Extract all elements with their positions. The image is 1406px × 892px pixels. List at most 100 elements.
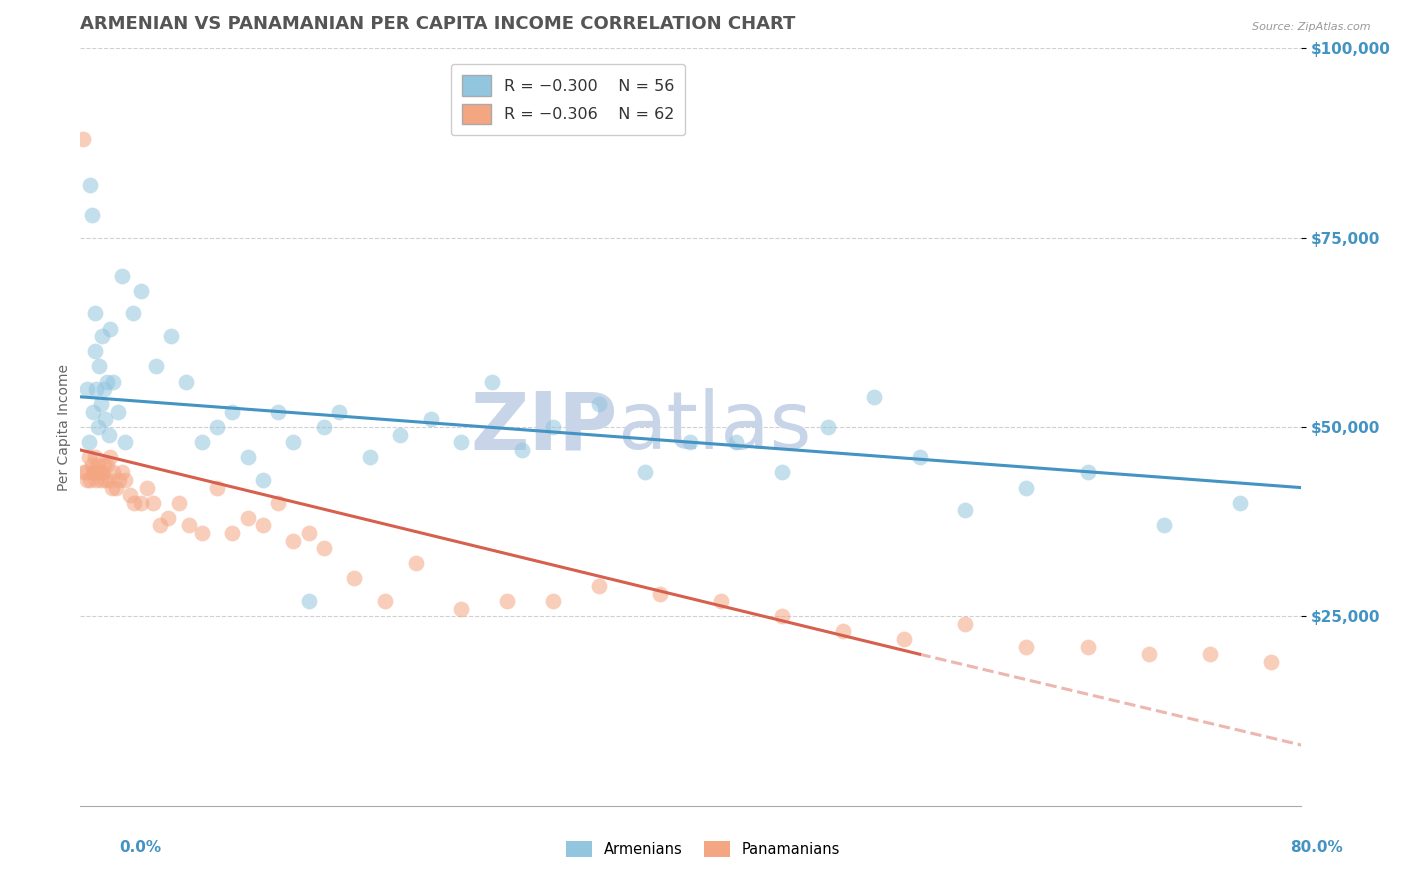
- Text: 80.0%: 80.0%: [1289, 840, 1343, 855]
- Point: [1260, 655, 1282, 669]
- Point: [101, 466, 124, 480]
- Point: [114, 473, 136, 487]
- Point: [129, 284, 152, 298]
- Point: [97, 473, 120, 487]
- Point: [205, 481, 228, 495]
- Point: [86, 473, 108, 487]
- Point: [1137, 647, 1160, 661]
- Point: [419, 412, 441, 426]
- Point: [101, 375, 124, 389]
- Point: [955, 616, 977, 631]
- Point: [450, 601, 472, 615]
- Point: [91, 329, 114, 343]
- Point: [267, 496, 290, 510]
- Point: [908, 450, 931, 465]
- Point: [94, 412, 117, 426]
- Point: [82, 405, 104, 419]
- Point: [89, 466, 111, 480]
- Point: [157, 511, 180, 525]
- Point: [72, 132, 94, 146]
- Point: [122, 306, 145, 320]
- Point: [1015, 640, 1038, 654]
- Point: [450, 435, 472, 450]
- Point: [1015, 481, 1038, 495]
- Point: [359, 450, 381, 465]
- Point: [481, 375, 503, 389]
- Point: [97, 427, 120, 442]
- Point: [108, 473, 131, 487]
- Point: [298, 526, 321, 541]
- Point: [145, 359, 167, 374]
- Point: [252, 473, 274, 487]
- Point: [167, 496, 190, 510]
- Point: [588, 397, 610, 411]
- Point: [221, 526, 243, 541]
- Point: [79, 473, 101, 487]
- Point: [496, 594, 519, 608]
- Point: [83, 344, 105, 359]
- Point: [541, 420, 564, 434]
- Point: [86, 382, 108, 396]
- Point: [93, 382, 115, 396]
- Point: [832, 624, 855, 639]
- Point: [955, 503, 977, 517]
- Point: [512, 442, 534, 457]
- Point: [93, 458, 115, 472]
- Text: atlas: atlas: [617, 388, 811, 466]
- Point: [236, 450, 259, 465]
- Text: 0.0%: 0.0%: [120, 840, 162, 855]
- Point: [389, 427, 412, 442]
- Point: [149, 518, 172, 533]
- Point: [710, 594, 733, 608]
- Point: [893, 632, 915, 646]
- Point: [107, 405, 129, 419]
- Point: [75, 466, 97, 480]
- Point: [98, 321, 121, 335]
- Point: [83, 450, 105, 465]
- Point: [90, 397, 112, 411]
- Point: [588, 579, 610, 593]
- Point: [91, 466, 114, 480]
- Point: [252, 518, 274, 533]
- Point: [205, 420, 228, 434]
- Point: [541, 594, 564, 608]
- Point: [96, 375, 118, 389]
- Point: [648, 586, 671, 600]
- Point: [770, 466, 793, 480]
- Point: [142, 496, 165, 510]
- Point: [1077, 466, 1099, 480]
- Point: [96, 458, 118, 472]
- Point: [190, 435, 212, 450]
- Point: [190, 526, 212, 541]
- Point: [633, 466, 655, 480]
- Point: [77, 450, 100, 465]
- Point: [328, 405, 350, 419]
- Point: [105, 481, 128, 495]
- Point: [312, 541, 335, 556]
- Point: [679, 435, 702, 450]
- Point: [98, 450, 121, 465]
- Point: [82, 466, 104, 480]
- Point: [1077, 640, 1099, 654]
- Point: [124, 496, 146, 510]
- Point: [283, 435, 305, 450]
- Point: [1153, 518, 1175, 533]
- Point: [76, 382, 98, 396]
- Point: [236, 511, 259, 525]
- Point: [405, 557, 427, 571]
- Point: [160, 329, 183, 343]
- Point: [129, 496, 152, 510]
- Text: ZIP: ZIP: [470, 388, 617, 466]
- Point: [267, 405, 290, 419]
- Point: [76, 473, 98, 487]
- Text: ARMENIAN VS PANAMANIAN PER CAPITA INCOME CORRELATION CHART: ARMENIAN VS PANAMANIAN PER CAPITA INCOME…: [80, 15, 794, 33]
- Point: [374, 594, 396, 608]
- Point: [298, 594, 321, 608]
- Point: [80, 208, 103, 222]
- Point: [1229, 496, 1251, 510]
- Point: [80, 458, 103, 472]
- Point: [176, 375, 198, 389]
- Point: [100, 481, 122, 495]
- Point: [114, 435, 136, 450]
- Point: [770, 609, 793, 624]
